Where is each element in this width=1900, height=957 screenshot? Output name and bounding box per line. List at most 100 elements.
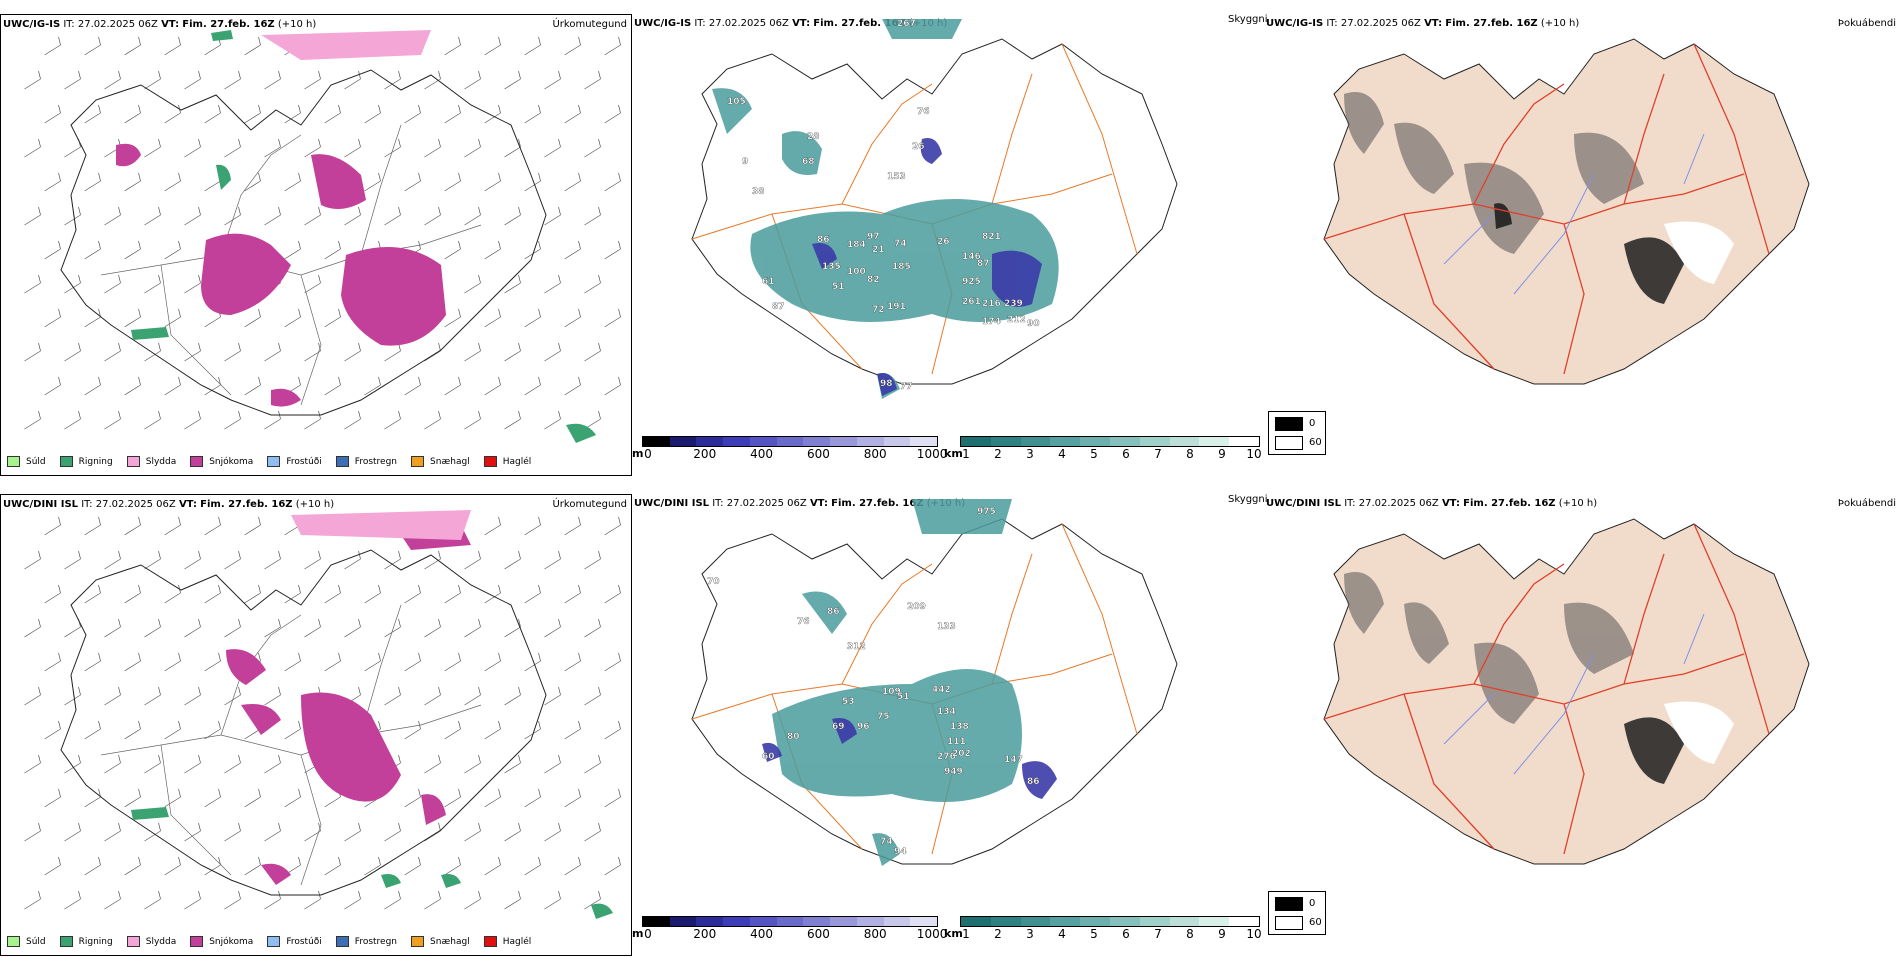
sleet-area <box>261 30 431 60</box>
wind-barb <box>504 410 521 430</box>
fog-legend: 0 60 <box>1268 411 1326 455</box>
legend-item: Snjókoma <box>190 456 253 467</box>
fog-indicator-panel-2: UWC/DINI ISL IT: 27.02.2025 06Z VT: Fim.… <box>1264 494 1900 956</box>
colorbar-tick: 7 <box>1154 447 1162 461</box>
wind-barb <box>24 618 41 638</box>
wind-barb <box>224 70 241 90</box>
wind-barb <box>224 410 241 430</box>
wind-barb <box>304 342 321 362</box>
cloud-base-label: 111 <box>947 737 966 747</box>
wind-barb <box>464 410 481 430</box>
colorbar-tick: 0 <box>644 447 652 461</box>
wind-barb <box>604 652 621 672</box>
wind-barb <box>124 104 141 124</box>
wind-barb <box>184 890 201 910</box>
legend-item: Súld <box>7 456 46 467</box>
wind-barb <box>144 822 161 842</box>
wind-barb <box>564 376 581 396</box>
wind-barb <box>544 342 561 362</box>
wind-barb <box>524 104 541 124</box>
wind-barb <box>64 618 81 638</box>
colorbar-segment <box>749 917 777 926</box>
wind-barb <box>84 788 101 808</box>
wind-barb <box>184 206 201 226</box>
wind-barb <box>584 410 601 430</box>
wind-barb <box>524 36 541 56</box>
wind-barb <box>144 138 161 158</box>
colorbar-segment <box>856 917 884 926</box>
legend-label: Súld <box>26 456 46 467</box>
cloud-base-label: 96 <box>857 722 870 732</box>
colorbar-tick: 8 <box>1186 927 1194 941</box>
wind-barb <box>204 516 221 536</box>
wind-barb <box>204 856 221 876</box>
panel-header: UWC/DINI ISL IT: 27.02.2025 06Z VT: Fim.… <box>1266 498 1598 509</box>
wind-barb <box>424 822 441 842</box>
cloud-base-label: 209 <box>907 602 926 612</box>
wind-barb <box>104 410 121 430</box>
wind-barb <box>464 206 481 226</box>
wind-barb <box>164 376 181 396</box>
wind-barb <box>64 822 81 842</box>
wind-barb <box>384 822 401 842</box>
wind-barb <box>244 788 261 808</box>
wind-barb <box>484 36 501 56</box>
cloud-base-label: 185 <box>892 262 911 272</box>
legend-item: Snjókoma <box>190 936 253 947</box>
wind-barb <box>124 788 141 808</box>
wind-barb <box>404 584 421 604</box>
wind-barb <box>464 70 481 90</box>
legend-label: Haglél <box>502 456 532 467</box>
wind-barb <box>384 342 401 362</box>
wind-barb <box>44 584 61 604</box>
colorbar-tick: 400 <box>750 927 774 941</box>
panel-header: UWC/DINI ISL IT: 27.02.2025 06Z VT: Fim.… <box>3 499 335 510</box>
wind-barb <box>424 206 441 226</box>
low-cloud-base-areas <box>762 718 1057 799</box>
wind-barb <box>24 70 41 90</box>
colorbar-segment <box>1109 917 1140 926</box>
rivers <box>1443 133 1705 295</box>
wind-barb <box>444 36 461 56</box>
wind-barb <box>584 274 601 294</box>
wind-barb <box>344 890 361 910</box>
colorbar-tick: 9 <box>1218 447 1226 461</box>
wind-barb <box>364 584 381 604</box>
wind-barb <box>104 206 121 226</box>
wind-barb <box>384 890 401 910</box>
panel-header: UWC/IG-IS IT: 27.02.2025 06Z VT: Fim. 27… <box>3 19 317 30</box>
wind-barb <box>44 516 61 536</box>
wind-barb <box>24 342 41 362</box>
wind-barb <box>64 70 81 90</box>
wind-barb <box>444 652 461 672</box>
wind-barb <box>444 376 461 396</box>
cloud-base-label: 97 <box>867 232 880 242</box>
cloud-base-label: 86 <box>1027 777 1040 787</box>
wind-barb <box>224 618 241 638</box>
wind-barb <box>124 584 141 604</box>
wind-barb <box>604 584 621 604</box>
colorbar-tick: 8 <box>1186 447 1194 461</box>
colorbar-tick: 6 <box>1122 447 1130 461</box>
wind-barb <box>584 206 601 226</box>
wind-barb <box>484 240 501 260</box>
cloud-base-label: 60 <box>762 752 775 762</box>
wind-barb <box>164 308 181 328</box>
wind-barb <box>144 274 161 294</box>
wind-barb <box>184 754 201 774</box>
wind-barb <box>464 890 481 910</box>
colorbar-tick: 6 <box>1122 927 1130 941</box>
wind-barb <box>584 618 601 638</box>
wind-barb <box>304 550 321 570</box>
wind-barb <box>164 720 181 740</box>
wind-barb <box>124 856 141 876</box>
legend-item: Haglél <box>483 936 531 947</box>
wind-barb <box>204 172 221 192</box>
cloud-base-label: 949 <box>944 767 963 777</box>
wind-barb <box>504 274 521 294</box>
wind-barb <box>564 584 581 604</box>
wind-barb <box>144 686 161 706</box>
wind-barb <box>144 410 161 430</box>
legend-swatch <box>411 456 425 467</box>
wind-barb <box>364 104 381 124</box>
